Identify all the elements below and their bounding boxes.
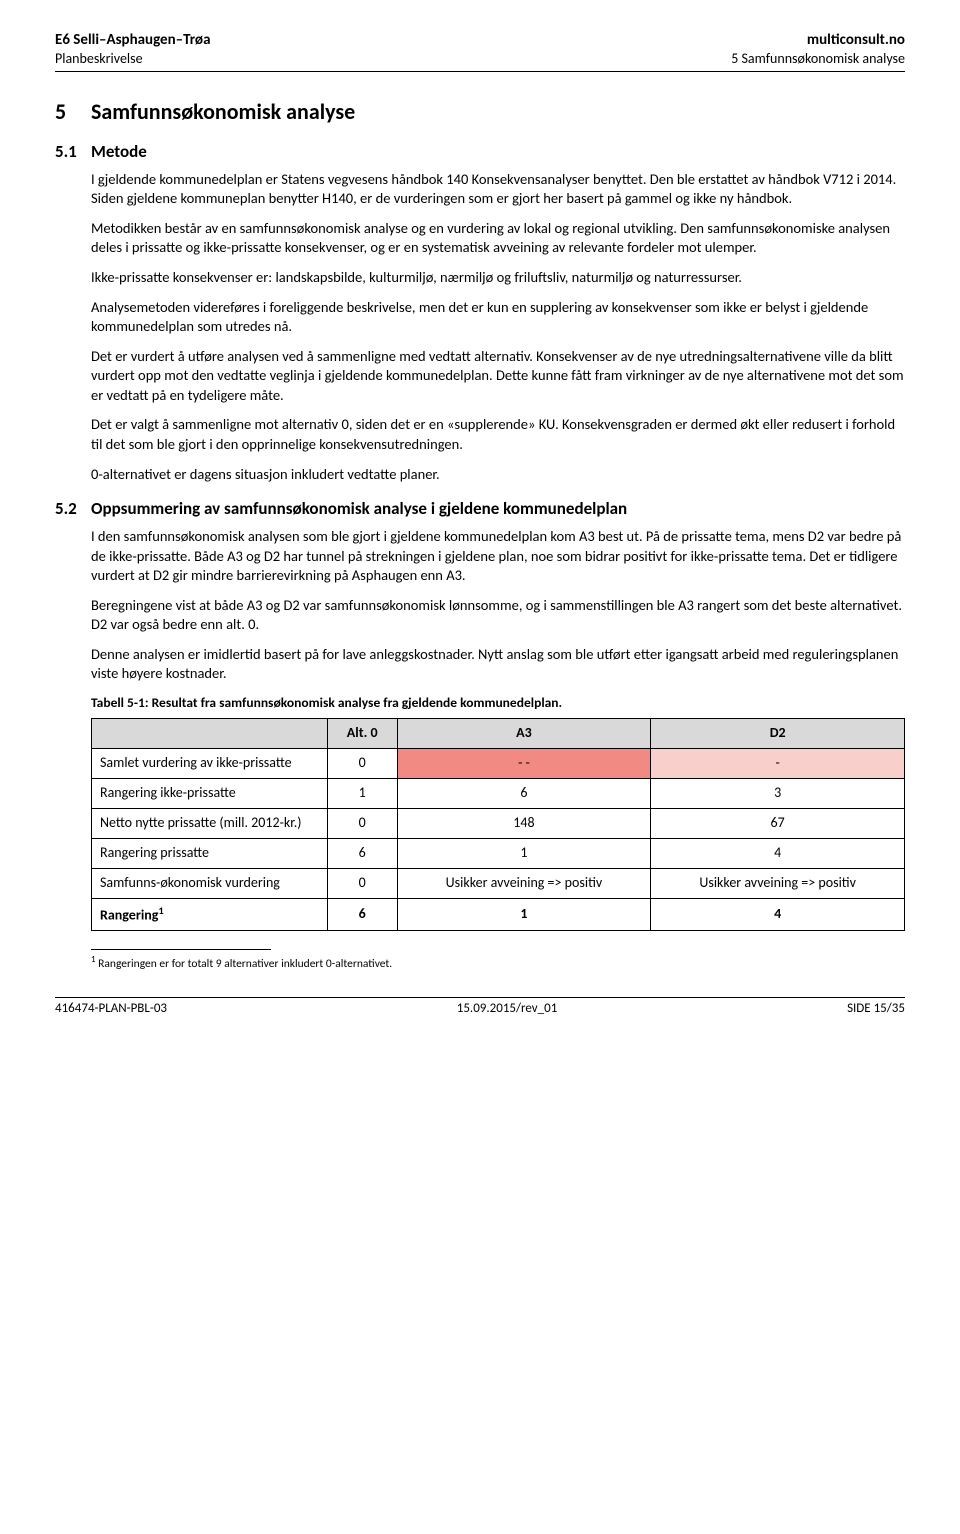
heading-1: 5 Samfunnsøkonomisk analyse <box>55 97 905 127</box>
table-row: Rangering prissatte614 <box>92 838 905 868</box>
footnote-separator <box>91 949 271 950</box>
paragraph: Metodikken består av en samfunnsøkonomis… <box>91 219 905 258</box>
footnote-text: Rangeringen er for totalt 9 alternativer… <box>98 957 392 971</box>
table-col-header: D2 <box>651 719 905 749</box>
page-header-sub: Planbeskrivelse 5 Samfunnsøkonomisk anal… <box>55 50 905 69</box>
footer-date-rev: 15.09.2015/rev_01 <box>457 1000 558 1018</box>
paragraph: Det er valgt å sammenligne mot alternati… <box>91 415 905 454</box>
table-row: Rangering ikke-prissatte163 <box>92 778 905 808</box>
table-cell: 4 <box>651 898 905 931</box>
table-row-label: Samfunns-økonomisk vurdering <box>92 868 328 898</box>
table-cell: 1 <box>397 838 651 868</box>
table-cell: - - <box>397 749 651 779</box>
paragraph: Denne analysen er imidlertid basert på f… <box>91 645 905 684</box>
paragraph: I den samfunnsøkonomisk analysen som ble… <box>91 527 905 586</box>
paragraph: Det er vurdert å utføre analysen ved å s… <box>91 347 905 406</box>
table-cell: 0 <box>327 808 397 838</box>
table-row: Rangering1614 <box>92 898 905 931</box>
table-col-header: A3 <box>397 719 651 749</box>
heading-1-text: Samfunnsøkonomisk analyse <box>91 97 355 127</box>
table-cell: 0 <box>327 868 397 898</box>
heading-2-metode: 5.1 Metode <box>55 141 905 164</box>
table-row-label: Samlet vurdering av ikke-prissatte <box>92 749 328 779</box>
table-caption: Tabell 5-1: Resultat fra samfunnsøkonomi… <box>91 694 905 712</box>
table-cell: Usikker avveining => positiv <box>651 868 905 898</box>
table-cell: 3 <box>651 778 905 808</box>
table-col-header: Alt. 0 <box>327 719 397 749</box>
heading-2-number: 5.1 <box>55 141 91 164</box>
table-cell: 0 <box>327 749 397 779</box>
table-body: Samlet vurdering av ikke-prissatte0- --R… <box>92 749 905 931</box>
table-row-label: Netto nytte prissatte (mill. 2012-kr.) <box>92 808 328 838</box>
header-doc-type: Planbeskrivelse <box>55 50 143 69</box>
table-cell: 6 <box>327 898 397 931</box>
table-row: Netto nytte prissatte (mill. 2012-kr.)01… <box>92 808 905 838</box>
table-corner-cell <box>92 719 328 749</box>
table-row-label-sup: 1 <box>158 904 163 917</box>
table-header: Alt. 0 A3 D2 <box>92 719 905 749</box>
table-row-label: Rangering1 <box>92 898 328 931</box>
header-project-title: E6 Selli–Asphaugen–Trøa <box>55 30 211 50</box>
section-52-content: I den samfunnsøkonomisk analysen som ble… <box>91 527 905 972</box>
header-section-name: 5 Samfunnsøkonomisk analyse <box>731 50 905 69</box>
heading-2-text: Oppsummering av samfunnsøkonomisk analys… <box>91 498 627 521</box>
footer-page-number: SIDE 15/35 <box>847 1000 905 1018</box>
table-cell: - <box>651 749 905 779</box>
heading-2-text: Metode <box>91 141 147 164</box>
section-51-content: I gjeldende kommunedelplan er Statens ve… <box>91 170 905 484</box>
table-row: Samlet vurdering av ikke-prissatte0- -- <box>92 749 905 779</box>
table-cell: 1 <box>397 898 651 931</box>
footnote: 1 Rangeringen er for totalt 9 alternativ… <box>91 954 905 972</box>
table-row-label: Rangering prissatte <box>92 838 328 868</box>
result-table: Alt. 0 A3 D2 Samlet vurdering av ikke-pr… <box>91 718 905 931</box>
header-company: multiconsult.no <box>807 30 905 50</box>
paragraph: Beregningene vist at både A3 og D2 var s… <box>91 596 905 635</box>
footnote-marker: 1 <box>91 954 96 965</box>
heading-2-number: 5.2 <box>55 498 91 521</box>
page-footer: 416474-PLAN-PBL-03 15.09.2015/rev_01 SID… <box>55 1000 905 1018</box>
table-row: Samfunns-økonomisk vurdering0Usikker avv… <box>92 868 905 898</box>
table-cell: 148 <box>397 808 651 838</box>
page-header-top: E6 Selli–Asphaugen–Trøa multiconsult.no <box>55 30 905 50</box>
table-cell: 67 <box>651 808 905 838</box>
paragraph: I gjeldende kommunedelplan er Statens ve… <box>91 170 905 209</box>
header-divider <box>55 71 905 72</box>
table-cell: 1 <box>327 778 397 808</box>
paragraph: 0-alternativet er dagens situasjon inklu… <box>91 465 905 485</box>
paragraph: Analysemetoden videreføres i foreliggend… <box>91 298 905 337</box>
heading-1-number: 5 <box>55 97 91 127</box>
paragraph: Ikke-prissatte konsekvenser er: landskap… <box>91 268 905 288</box>
footer-doc-id: 416474-PLAN-PBL-03 <box>55 1000 167 1018</box>
table-row-label: Rangering ikke-prissatte <box>92 778 328 808</box>
heading-2-oppsummering: 5.2 Oppsummering av samfunnsøkonomisk an… <box>55 498 905 521</box>
table-cell: 4 <box>651 838 905 868</box>
table-cell: 6 <box>397 778 651 808</box>
table-cell: Usikker avveining => positiv <box>397 868 651 898</box>
table-cell: 6 <box>327 838 397 868</box>
footer-divider <box>55 997 905 998</box>
